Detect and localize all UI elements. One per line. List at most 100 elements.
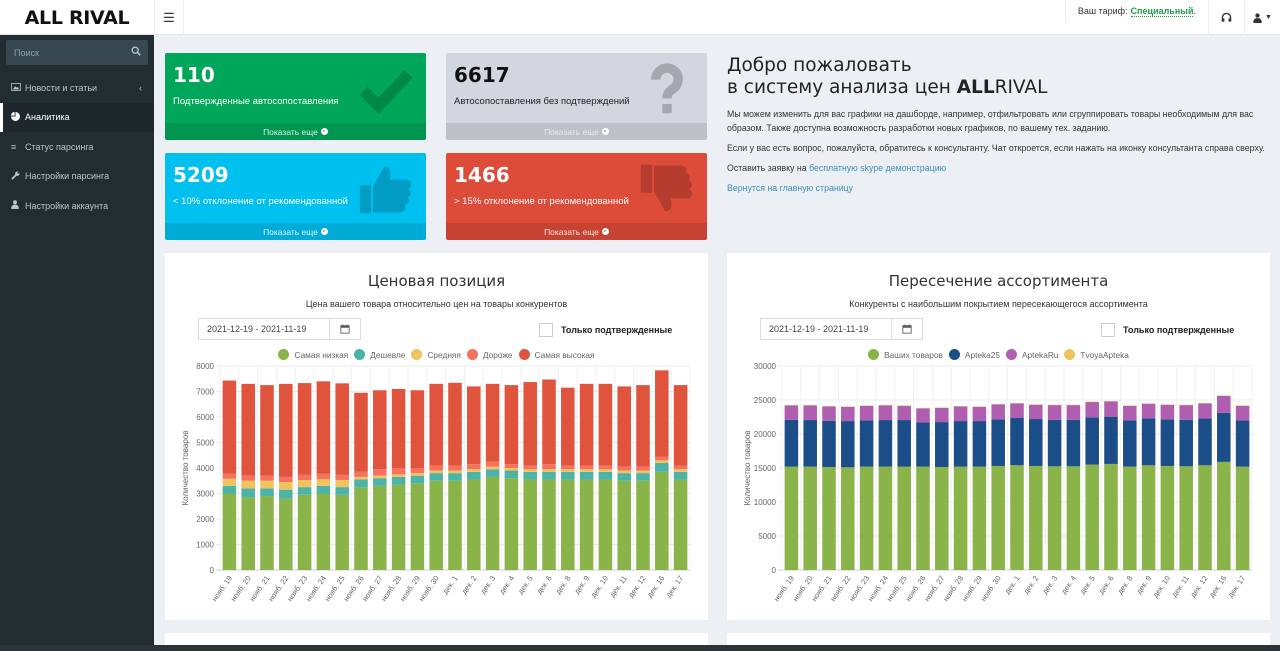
bar-segment [1047, 419, 1062, 467]
bar-segment [1160, 465, 1175, 570]
sidebar-item-parsing-settings[interactable]: Настройки парсинга [0, 162, 154, 192]
chart-legend: Самая низкая Дешевле Средняя Дороже Самая вы… [165, 349, 708, 360]
user-menu-button[interactable]: ▼ [1244, 0, 1280, 35]
bar-segment [598, 383, 613, 466]
brand-bold: ALL [956, 77, 995, 98]
bar-segment [617, 473, 631, 481]
stat-value: 1466 [454, 163, 510, 187]
calendar-button[interactable] [330, 319, 360, 339]
legend-item[interactable]: Дороже [466, 349, 513, 360]
stat-box-over-15: 1466 > 15% отклонение от рекомендованной… [446, 153, 707, 240]
panel-title: Ценовая позиция [367, 272, 506, 290]
tariff-label: Ваш тариф: [1077, 6, 1128, 16]
bar-segment [972, 466, 987, 570]
logo[interactable]: ALL RIVAL [24, 6, 130, 29]
calendar-button[interactable] [892, 319, 922, 339]
y-tick-label: 7000 [196, 388, 214, 397]
bar-segment [1217, 412, 1231, 462]
y-tick-label: 2000 [196, 515, 214, 524]
next-panel-left [165, 633, 708, 645]
bar-segment [579, 465, 594, 470]
bar-segment [859, 420, 874, 467]
x-tick-label: дек. 17 [1226, 574, 1247, 599]
show-more-link[interactable]: Показать еще [446, 123, 707, 140]
bar-segment [561, 465, 575, 470]
bar-segment [617, 480, 631, 570]
legend-item[interactable]: Ваших товаров [868, 349, 943, 360]
bar-segment [260, 475, 274, 481]
sidebar-item-parsing-status[interactable]: ≡ Статус парсинга [0, 132, 154, 162]
search-icon[interactable] [131, 46, 141, 59]
stat-label: Автосопоставления без подтверждений [454, 96, 630, 107]
y-tick-label: 4000 [196, 464, 214, 473]
tariff-plan-link[interactable]: Специальный [1130, 5, 1194, 17]
show-more-label: Показать еще [544, 126, 599, 137]
date-range-input[interactable]: 2021-12-19 - 2021-11-19 [761, 319, 892, 339]
back-home-link[interactable]: Вернутся на главную страницу [727, 183, 854, 193]
bar-segment [429, 473, 443, 481]
bar-segment [523, 465, 537, 470]
search-input[interactable] [14, 47, 131, 58]
support-chat-button[interactable] [1208, 0, 1244, 35]
date-range-input[interactable]: 2021-12-19 - 2021-11-19 [199, 319, 330, 339]
show-more-label: Показать еще [544, 226, 599, 237]
calendar-icon [340, 324, 350, 334]
bar-segment [542, 479, 556, 570]
bar-segment [636, 470, 650, 474]
bar-segment [241, 383, 255, 476]
y-tick-label: 15000 [754, 464, 777, 473]
legend-item[interactable]: Дешевле [354, 349, 405, 360]
stat-value: 6617 [454, 63, 510, 87]
bar-segment [316, 478, 331, 486]
bar-segment [1010, 403, 1024, 419]
legend-item[interactable]: Средняя [411, 349, 461, 360]
wrench-icon [11, 171, 25, 182]
bar-segment [561, 469, 575, 472]
x-tick-label: дек. 9 [572, 574, 591, 596]
confirmed-only-checkbox[interactable] [1101, 323, 1115, 337]
legend-item[interactable]: AptekaRu [1005, 349, 1058, 360]
price-position-panel: Ценовая позиция Цена вашего товара относ… [165, 253, 708, 620]
confirmed-only-checkbox[interactable] [539, 323, 553, 337]
legend-item[interactable]: Самая высокая [518, 349, 595, 360]
sidebar-item-label: Аналитика [25, 112, 70, 123]
bar-segment [467, 386, 481, 465]
bar-segment [859, 466, 874, 570]
bar-segment [391, 468, 406, 475]
bar-segment [673, 469, 688, 472]
show-more-link[interactable]: Показать еще [446, 223, 707, 240]
user-icon [1253, 12, 1262, 23]
bar-segment [841, 421, 855, 468]
bar-segment [1123, 420, 1137, 467]
bar-segment [991, 465, 1005, 570]
sidebar-item-account-settings[interactable]: Настройки аккаунта [0, 191, 154, 221]
sidebar-toggle-button[interactable]: ☰ [154, 0, 184, 35]
legend-item[interactable]: Самая низкая [278, 349, 348, 360]
bar-segment [279, 476, 293, 483]
show-more-link[interactable]: Показать еще [165, 223, 426, 240]
bar-segment [467, 479, 481, 570]
bar-segment [391, 388, 406, 468]
legend-item[interactable]: Apteka25 [948, 349, 1000, 360]
chart-legend: Ваших товаров Apteka25 AptekaRu TvoyaApteka [727, 349, 1270, 360]
legend-item[interactable]: TvoyaApteka [1064, 349, 1129, 360]
sidebar-item-news[interactable]: Новости и статьи ‹ [0, 73, 154, 103]
bar-segment [953, 406, 968, 422]
show-more-link[interactable]: Показать еще [165, 123, 426, 140]
hamburger-icon: ☰ [163, 9, 175, 25]
legend-label: Самая низкая [294, 349, 349, 360]
bar-segment [935, 422, 949, 467]
skype-demo-link[interactable]: бесплатную skype демонстрацию [809, 163, 947, 173]
bar-segment [1066, 419, 1081, 467]
date-range-picker[interactable]: 2021-12-19 - 2021-11-19 [198, 318, 361, 340]
bar-segment [260, 480, 274, 489]
x-tick-label: дек. 17 [664, 574, 685, 599]
bar-segment [373, 475, 387, 479]
bar-segment [241, 488, 255, 498]
x-tick-label: дек. 9 [1134, 574, 1153, 596]
bar-segment [1010, 418, 1024, 466]
sidebar-item-analytics[interactable]: Аналитика [0, 102, 154, 132]
assortment-overlap-panel: Пересечение ассортимента Конкуренты с на… [727, 253, 1270, 620]
date-range-picker[interactable]: 2021-12-19 - 2021-11-19 [760, 318, 923, 340]
bar-segment [485, 461, 500, 467]
